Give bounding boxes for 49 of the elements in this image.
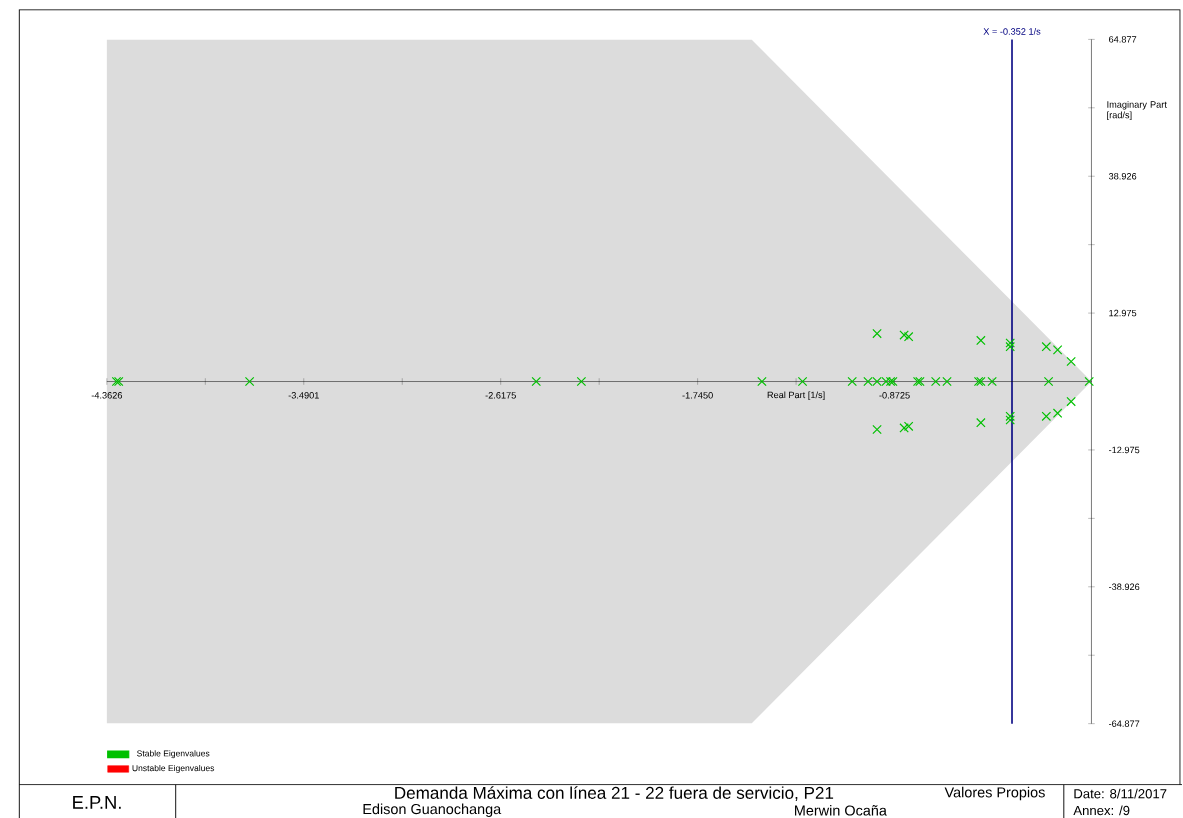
text: Demanda Máxima con línea 21 - 22 fuera de servicio, P21 [395,786,834,801]
x-tick-label: -4.3626 [91,391,123,399]
point [576,376,587,387]
ref-line-label: X = -0.352 1/s [983,27,1041,35]
point [1066,356,1076,367]
point [1041,411,1052,421]
point [1005,338,1015,348]
point [1066,396,1076,407]
point [1043,376,1054,387]
point [872,328,882,339]
y-tick-label: -12.975 [1108,446,1140,454]
point [1041,341,1052,352]
x-tick-label: -3.4901 [288,391,319,399]
point [1084,376,1094,387]
x-axis-title: Real Part [1/s] [767,391,825,400]
point [1052,345,1063,355]
point [1005,415,1015,425]
point [847,376,857,387]
point [976,417,986,428]
point [797,376,808,387]
point [1005,341,1015,352]
point [757,376,767,387]
text: E.P.N. [73,796,121,809]
point [1005,411,1015,421]
point [244,376,255,387]
text: Merwin Ocaña [795,804,887,816]
x-tick-label: -0.8725 [879,391,910,399]
x-tick-label: -2.6175 [485,391,516,399]
y-tick-label: -38.926 [1108,583,1140,590]
y-tick-label: -64.877 [1108,720,1140,727]
point [976,335,986,346]
legend-label: Unstable Eigenvalues [132,764,215,773]
y-tick-label: 64.877 [1109,36,1137,43]
point [531,376,542,387]
text: Date: 8/11/2017 [1074,788,1167,799]
text: Valores Propios [944,786,1045,801]
point [903,421,914,432]
y-tick-label: 12.975 [1109,309,1137,317]
y-tick-label: 38.926 [1108,172,1137,180]
text: Edison Guanochanga [363,803,502,817]
text: Annex: /9 [1073,805,1130,816]
y-axis-title: Imaginary Part [rad/s] [1107,100,1167,120]
point [899,330,909,340]
legend-label: Stable Eigenvalues [137,750,210,759]
point [1052,408,1063,418]
point [872,424,882,435]
x-tick-label: -1.7450 [682,391,713,399]
point [903,331,914,342]
point [899,423,909,433]
